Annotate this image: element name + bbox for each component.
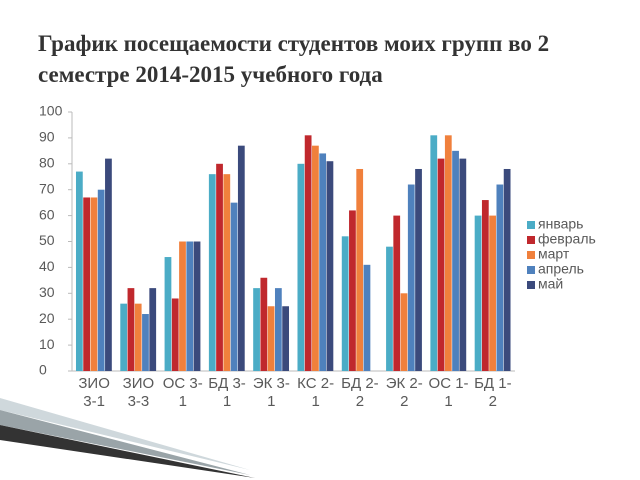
bar — [312, 145, 319, 371]
bar — [179, 241, 186, 371]
y-tick-label: 90 — [39, 129, 55, 145]
decoration — [0, 398, 250, 470]
y-tick-label: 20 — [39, 310, 55, 326]
bar — [326, 161, 334, 371]
bar — [134, 303, 142, 371]
bar — [489, 215, 496, 371]
legend-label: февраль — [538, 231, 596, 247]
legend-swatch — [527, 221, 535, 229]
y-tick-label: 60 — [39, 206, 55, 222]
bar — [105, 158, 112, 371]
bar — [415, 168, 422, 371]
decoration — [0, 410, 250, 475]
chart-title: График посещаемости студентов моих групп… — [38, 31, 550, 87]
bar — [223, 174, 231, 371]
bar — [496, 184, 504, 371]
x-tick-label: ЗИО 3-1 — [78, 375, 110, 410]
bar — [452, 150, 459, 371]
bar — [149, 288, 157, 371]
bar — [97, 189, 105, 371]
bar — [459, 158, 467, 371]
y-tick-label: 10 — [39, 336, 55, 352]
legend-swatch — [527, 236, 535, 244]
y-tick-label: 50 — [39, 232, 55, 248]
bar — [282, 306, 290, 371]
bar — [437, 158, 445, 371]
bar — [164, 257, 172, 371]
y-tick-label: 70 — [39, 180, 55, 196]
legend-label: апрель — [538, 261, 584, 277]
bar — [90, 197, 98, 371]
x-tick-label: ОС 1-1 — [428, 375, 469, 410]
legend-swatch — [527, 281, 535, 289]
bar — [186, 241, 194, 371]
x-tick-label: БД 3-1 — [208, 375, 246, 410]
x-tick-label: ОС 3-1 — [162, 375, 203, 410]
legend-swatch — [527, 251, 535, 259]
bar — [208, 174, 216, 371]
bar — [230, 202, 238, 371]
bar — [503, 168, 511, 371]
y-tick-label: 40 — [39, 258, 55, 274]
bar — [400, 293, 408, 371]
bar — [386, 246, 393, 371]
bar — [75, 171, 83, 371]
legend-swatch — [527, 266, 535, 274]
bar — [393, 215, 401, 371]
x-tick-label: БД 2-2 — [341, 375, 379, 410]
bar — [142, 314, 149, 371]
bar — [319, 153, 327, 371]
bar — [304, 135, 312, 371]
x-tick-label: ЗИО 3-3 — [122, 375, 155, 410]
bar — [474, 215, 482, 371]
bar — [349, 210, 356, 371]
bar — [407, 184, 415, 371]
bar — [253, 288, 260, 371]
legend-label: январь — [538, 216, 583, 232]
bar — [481, 200, 489, 371]
x-tick-label: ЭК 2-2 — [385, 375, 423, 410]
bar — [363, 264, 371, 371]
x-tick-label: КС 2-1 — [297, 375, 335, 410]
x-tick-label: ЭК 3-1 — [252, 375, 290, 410]
x-tick-label: БД 1-2 — [474, 375, 512, 410]
legend-label: май — [538, 276, 563, 292]
legend-label: март — [538, 246, 570, 262]
y-tick-label: 0 — [39, 362, 47, 378]
bar — [83, 197, 91, 371]
bar — [430, 135, 438, 371]
bar — [216, 163, 223, 371]
decoration — [0, 425, 255, 478]
y-tick-label: 100 — [39, 103, 63, 119]
bar — [297, 163, 305, 371]
bar — [193, 241, 201, 371]
bar — [237, 145, 245, 371]
y-tick-label: 30 — [39, 284, 55, 300]
bar — [127, 288, 135, 371]
bar — [444, 135, 452, 371]
bar — [120, 303, 128, 371]
bar — [341, 236, 349, 371]
y-tick-label: 80 — [39, 155, 55, 171]
bar — [267, 306, 275, 371]
bar — [260, 277, 268, 371]
bar — [171, 298, 179, 371]
bar — [274, 288, 282, 371]
bar — [356, 168, 364, 371]
